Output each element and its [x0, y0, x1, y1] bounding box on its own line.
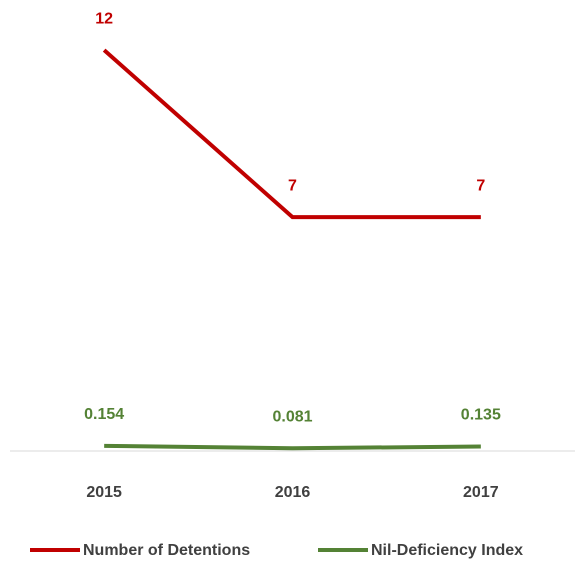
data-label: 7: [476, 177, 485, 194]
legend-label: Number of Detentions: [83, 542, 250, 559]
x-tick-label: 2017: [463, 484, 499, 501]
legend-label: Nil-Deficiency Index: [371, 542, 523, 559]
data-label: 0.135: [461, 407, 501, 424]
x-tick-label: 2015: [86, 484, 122, 501]
data-line: [102, 48, 481, 220]
data-label: 7: [288, 177, 297, 194]
data-line: [104, 443, 481, 451]
data-label: 0.154: [84, 406, 124, 423]
data-label: 12: [95, 10, 113, 27]
data-label: 0.081: [272, 409, 312, 426]
x-tick-label: 2016: [275, 484, 311, 501]
